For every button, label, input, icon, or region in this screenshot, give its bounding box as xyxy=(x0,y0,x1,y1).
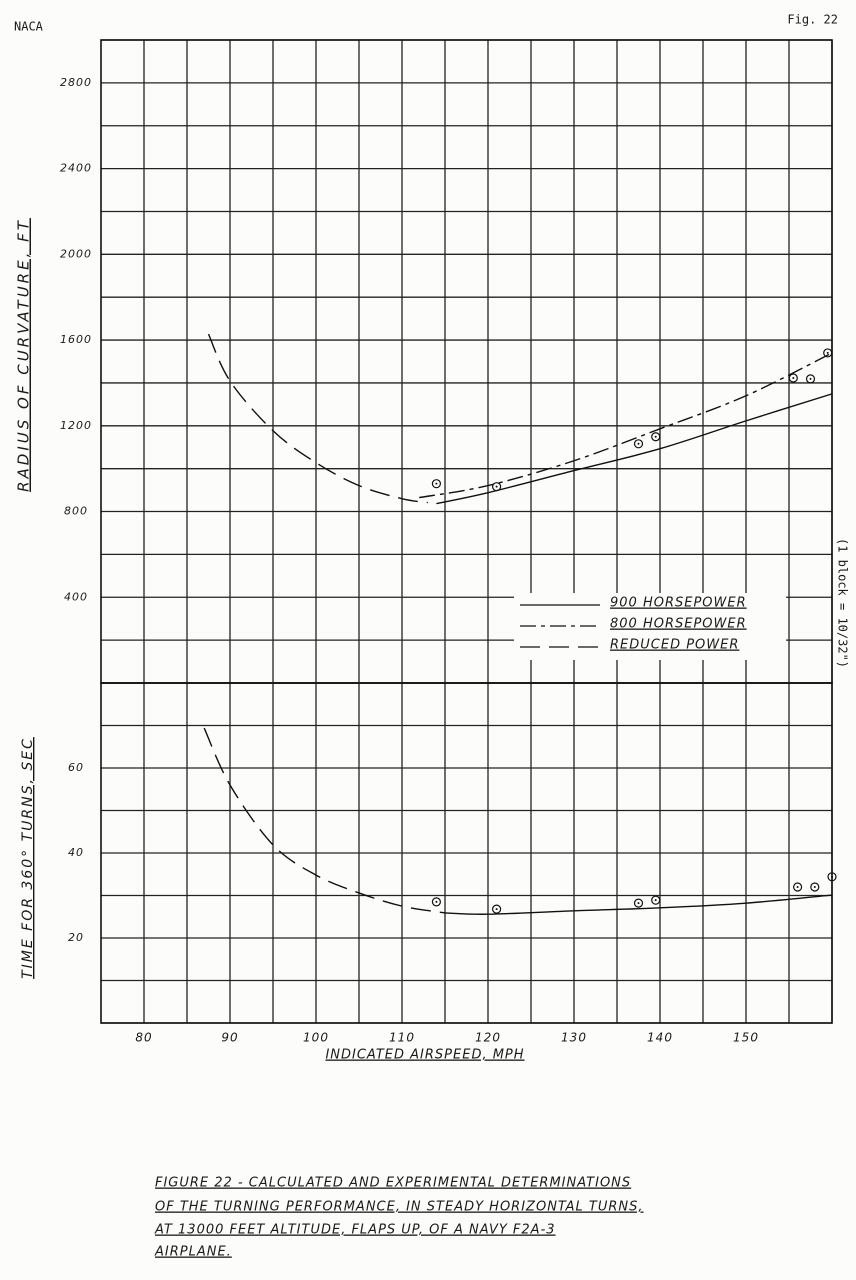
data-line xyxy=(436,393,833,505)
data-line xyxy=(203,727,446,914)
y-tick-label: 40 xyxy=(68,846,84,859)
data-point-dot xyxy=(435,482,438,485)
y-axis-label: RADIUS OF CURVATURE, FT xyxy=(15,218,33,492)
y-tick-label: 1200 xyxy=(60,419,92,432)
y-tick-label: 2800 xyxy=(60,76,92,89)
data-point-dot xyxy=(654,435,657,438)
data-point xyxy=(492,904,502,914)
data-point xyxy=(633,898,644,908)
y-tick-label: 400 xyxy=(64,590,88,603)
data-point xyxy=(651,895,661,905)
data-point-dot xyxy=(792,377,795,380)
data-point-dot xyxy=(809,377,812,380)
legend-label: REDUCED POWER xyxy=(610,638,739,653)
x-tick-label: 130 xyxy=(561,1031,587,1045)
data-point xyxy=(827,872,837,882)
legend-label: 800 HORSEPOWER xyxy=(610,617,747,632)
x-tick-label: 120 xyxy=(475,1031,501,1045)
data-line xyxy=(419,352,833,499)
caption: FIGURE 22 - CALCULATED AND EXPERIMENTAL … xyxy=(154,1176,644,1260)
x-tick-label: 100 xyxy=(303,1031,329,1045)
data-point-dot xyxy=(495,908,498,911)
data-point xyxy=(431,479,441,489)
data-point xyxy=(651,432,661,442)
caption-line: AT 13000 FEET ALTITUDE, FLAPS UP, OF A N… xyxy=(154,1223,556,1238)
plot-frame xyxy=(100,39,833,684)
y-tick-label: 1600 xyxy=(60,333,92,346)
data-point-dot xyxy=(826,351,829,354)
caption-line: FIGURE 22 - CALCULATED AND EXPERIMENTAL … xyxy=(155,1176,631,1191)
data-point-dot xyxy=(831,875,833,878)
y-tick-label: 60 xyxy=(68,761,84,774)
data-line xyxy=(444,894,833,915)
data-point-dot xyxy=(813,886,816,888)
data-point xyxy=(492,482,502,492)
data-line xyxy=(207,333,428,504)
data-point xyxy=(823,348,833,358)
data-point xyxy=(805,374,816,384)
data-point xyxy=(633,439,644,449)
x-tick-label: 110 xyxy=(389,1031,415,1045)
data-point-dot xyxy=(637,442,640,445)
x-tick-label: 140 xyxy=(647,1031,673,1045)
scale-note: (1 block = 10/32") xyxy=(836,538,850,668)
data-point-dot xyxy=(796,886,799,888)
x-tick-label: 90 xyxy=(221,1031,238,1045)
data-point-dot xyxy=(435,900,438,903)
data-point-dot xyxy=(637,902,640,905)
data-point-dot xyxy=(654,899,657,902)
y-tick-label: 2400 xyxy=(60,162,92,175)
data-point xyxy=(810,882,820,892)
legend-label: 900 HORSEPOWER xyxy=(610,596,747,611)
y-tick-label: 2000 xyxy=(60,247,92,260)
caption-line: AIRPLANE. xyxy=(154,1245,232,1260)
data-point xyxy=(788,373,798,383)
x-tick-label: 150 xyxy=(733,1031,759,1045)
y-tick-label: 20 xyxy=(68,931,84,944)
x-tick-label: 80 xyxy=(135,1031,152,1045)
data-point-dot xyxy=(495,485,498,488)
header-right: Fig. 22 xyxy=(787,13,838,27)
y-axis-label: TIME FOR 360° TURNS, SEC xyxy=(20,737,36,979)
y-tick-label: 800 xyxy=(64,505,88,518)
x-axis-label: INDICATED AIRSPEED, MPH xyxy=(325,1048,524,1063)
header-left: NACA xyxy=(14,20,44,34)
data-point xyxy=(431,897,441,907)
caption-line: OF THE TURNING PERFORMANCE, IN STEADY HO… xyxy=(155,1200,644,1215)
data-point xyxy=(792,882,803,892)
